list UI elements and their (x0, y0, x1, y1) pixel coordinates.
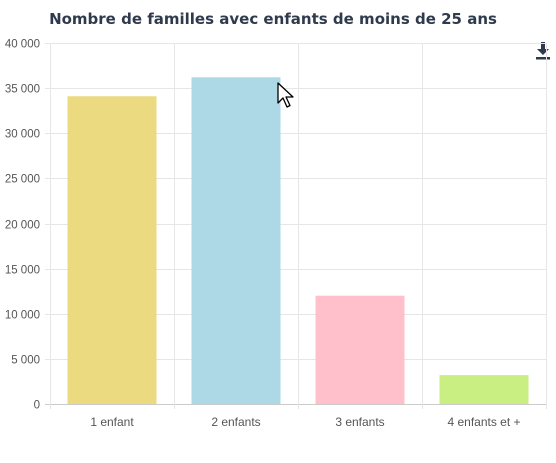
bar[interactable] (315, 295, 405, 404)
x-axis-ticks: 1 enfant 2 enfants 3 enfants 4 enfants et + (90, 415, 520, 429)
mouse-cursor-icon (277, 82, 297, 115)
x-tick-label: 4 enfants et + (447, 415, 520, 429)
bar[interactable] (67, 96, 157, 404)
y-tick-label: 25 000 (5, 174, 40, 186)
y-tick-label: 35 000 (5, 84, 40, 96)
y-tick-label: 20 000 (5, 220, 40, 232)
x-tick-label: 3 enfants (335, 415, 384, 429)
x-tick-label: 1 enfant (90, 415, 134, 429)
y-tick-label: 10 000 (5, 310, 40, 322)
y-tick-label: 5 000 (11, 355, 40, 367)
x-tick-label: 2 enfants (211, 415, 260, 429)
y-tick-label: 30 000 (5, 129, 40, 141)
y-axis-ticks: 0 5 000 10 000 15 000 20 000 25 000 30 000 35 0… (5, 39, 40, 412)
bar[interactable] (439, 375, 529, 404)
y-tick-label: 15 000 (5, 265, 40, 277)
y-tick-label: 0 (34, 400, 40, 412)
bars (67, 77, 529, 405)
y-tick-label: 40 000 (5, 39, 40, 51)
bar[interactable] (191, 77, 281, 405)
chart-title: Nombre de familles avec enfants de moins… (49, 10, 497, 28)
